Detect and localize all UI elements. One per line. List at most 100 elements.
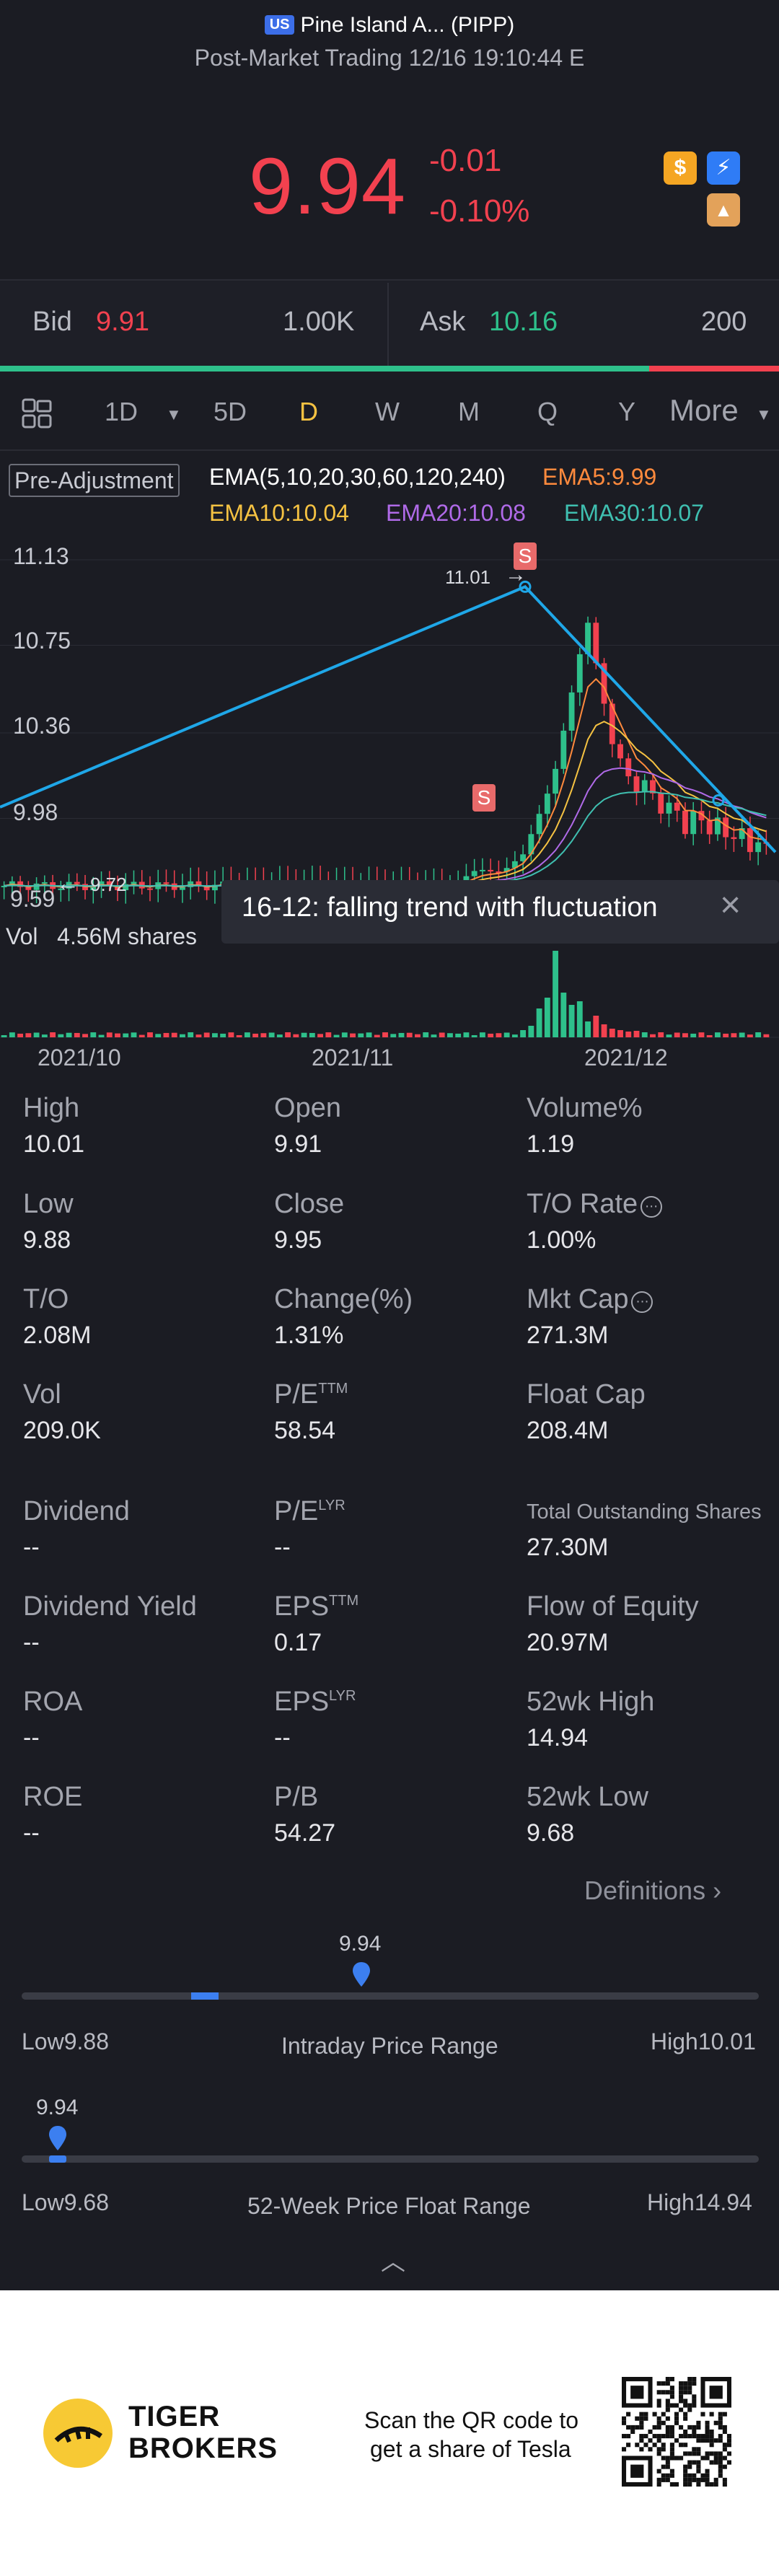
definitions-link[interactable]: Definitions ›: [584, 1876, 721, 1906]
tab-week[interactable]: W: [375, 397, 400, 426]
candle-body: [503, 868, 510, 872]
qr-module: [692, 2447, 697, 2452]
tab-5d[interactable]: 5D: [214, 397, 247, 426]
candle-body: [58, 888, 64, 890]
tab-quarter[interactable]: Q: [537, 397, 558, 426]
qr-module: [683, 2416, 688, 2421]
qr-module: [665, 2416, 670, 2421]
stat-label-text: EPS: [274, 1591, 330, 1622]
qr-module: [669, 2403, 674, 2408]
brand-name-line2: BROKERS: [128, 2432, 278, 2464]
stat-label: ROA: [23, 1687, 82, 1718]
qr-module: [665, 2477, 670, 2482]
qr-module: [713, 2460, 718, 2465]
candle-body: [17, 881, 24, 887]
candle-body: [706, 820, 713, 835]
volume-bar: [650, 1034, 656, 1037]
more-dropdown-icon[interactable]: ▼: [756, 405, 772, 423]
volume-bar: [317, 1034, 323, 1037]
qr-module: [683, 2381, 688, 2386]
close-icon[interactable]: ×: [720, 884, 741, 925]
stat-label-superscript: TTM: [318, 1381, 348, 1397]
qr-module: [718, 2451, 723, 2456]
volume-bar: [617, 1030, 623, 1037]
tab-year[interactable]: Y: [618, 397, 636, 426]
volume-bar: [698, 1032, 705, 1037]
volume-bar: [147, 1032, 153, 1037]
info-icon[interactable]: ⋯: [631, 1291, 653, 1313]
education-icon[interactable]: ▲: [707, 193, 740, 227]
pre-adjustment-toggle[interactable]: Pre-Adjustment: [9, 464, 180, 497]
volume-label-text: Vol: [6, 923, 38, 949]
qr-module: [665, 2434, 670, 2439]
qr-module: [713, 2456, 718, 2461]
volume-bar: [285, 1032, 291, 1037]
stat-label: Vol: [23, 1379, 61, 1410]
tab-more[interactable]: More: [669, 393, 739, 427]
qr-module: [626, 2443, 631, 2448]
ema30-label: EMA30:10.07: [564, 500, 704, 526]
qr-module: [726, 2460, 731, 2465]
qr-module: [700, 2473, 705, 2478]
volume-bar: [731, 1033, 737, 1037]
scan-text-line2: get a share of Tesla: [370, 2436, 571, 2462]
qr-module: [630, 2464, 644, 2478]
qr-module: [683, 2403, 688, 2408]
stock-title[interactable]: US Pine Island A... (PIPP): [0, 13, 779, 38]
qr-module: [656, 2477, 661, 2482]
week52-pin-icon: [49, 2126, 66, 2150]
flash-icon[interactable]: ⚡: [707, 151, 740, 185]
x-tick-label: 2021/10: [38, 1045, 121, 1071]
qr-module: [705, 2429, 710, 2435]
candle-body: [731, 837, 737, 840]
stat-label: P/ETTM: [274, 1379, 348, 1410]
intraday-range-title: Intraday Price Range: [281, 2033, 498, 2059]
candlestick-chart[interactable]: [0, 534, 779, 1039]
stat-value: --: [274, 1534, 291, 1561]
stat-label: P/B: [274, 1782, 318, 1813]
info-icon[interactable]: ⋯: [641, 1196, 663, 1218]
qr-module: [679, 2425, 684, 2430]
stat-value: 9.95: [274, 1226, 322, 1254]
volume-bar: [350, 1033, 356, 1037]
tab-1d[interactable]: 1D: [105, 397, 138, 426]
x-tick-label: 2021/12: [584, 1045, 668, 1071]
dollar-icon[interactable]: $: [664, 151, 697, 185]
candle-body: [180, 887, 185, 890]
qr-module: [630, 2425, 635, 2430]
ema-legend[interactable]: EMA(5,10,20,30,60,120,240): [209, 464, 506, 490]
volume-bar: [163, 1032, 170, 1037]
qr-module: [705, 2438, 710, 2443]
volume-bar: [82, 1034, 88, 1037]
volume-bar: [479, 1032, 485, 1037]
stat-label: P/ELYR: [274, 1496, 346, 1527]
sell-signal-badge[interactable]: S: [514, 542, 537, 570]
candle-body: [471, 871, 477, 876]
collapse-chevron-up-icon[interactable]: ︿: [381, 2248, 405, 2276]
volume-bar: [276, 1034, 283, 1037]
qr-module: [687, 2473, 692, 2478]
volume-bar: [455, 1033, 462, 1037]
bid-ask-panel[interactable]: [0, 279, 779, 366]
sell-signal-badge[interactable]: S: [472, 784, 496, 812]
volume-bar: [423, 1032, 429, 1037]
volume-bar: [625, 1032, 632, 1037]
stat-label: EPSLYR: [274, 1687, 356, 1718]
qr-module: [656, 2399, 661, 2404]
volume-bar: [398, 1032, 405, 1037]
qr-code-icon[interactable]: [622, 2377, 731, 2487]
qr-module: [674, 2438, 679, 2443]
tab-day[interactable]: D: [299, 397, 318, 426]
intraday-pin-icon: [353, 1962, 370, 1987]
trend-callout[interactable]: [221, 880, 779, 944]
qr-module: [726, 2434, 731, 2439]
price-change: -0.01: [429, 143, 502, 178]
candle-body: [576, 654, 583, 693]
qr-module: [665, 2407, 670, 2412]
tab-1d-dropdown-icon[interactable]: ▼: [166, 405, 182, 423]
candle-body: [98, 881, 105, 887]
layout-grid-icon[interactable]: [20, 397, 55, 431]
volume-bar: [74, 1032, 80, 1037]
stat-value: 208.4M: [527, 1417, 609, 1444]
tab-month[interactable]: M: [458, 397, 480, 426]
